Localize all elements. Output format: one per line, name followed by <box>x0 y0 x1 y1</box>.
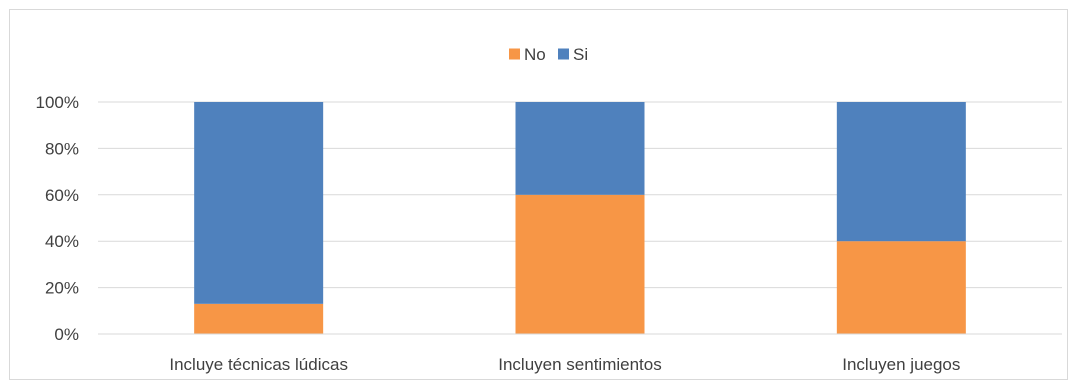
bar-no-2 <box>836 241 966 334</box>
y-tick-label: 100% <box>36 93 79 112</box>
legend-swatch-no <box>509 48 520 60</box>
x-tick-label: Incluyen juegos <box>842 355 960 374</box>
bar-no-0 <box>194 303 324 334</box>
legend-label-si: Si <box>573 45 588 64</box>
x-tick-label: Incluye técnicas lúdicas <box>169 355 348 374</box>
bar-no-1 <box>515 194 645 334</box>
y-tick-label: 20% <box>45 279 79 298</box>
bar-si-0 <box>194 102 324 304</box>
legend-label-no: No <box>524 45 546 64</box>
axes: 0% 20% 40% 60% 80% 100% Incluye técnicas lúdic… <box>36 93 1062 374</box>
x-tick-label: Incluyen sentimientos <box>498 355 661 374</box>
y-tick-label: 80% <box>45 139 79 158</box>
legend: No Si <box>509 45 588 64</box>
bar-si-1 <box>515 102 645 195</box>
y-tick-label: 40% <box>45 232 79 251</box>
y-tick-label: 60% <box>45 186 79 205</box>
bar-si-2 <box>836 102 966 242</box>
bars <box>194 102 966 334</box>
y-tick-label: 0% <box>54 325 79 344</box>
legend-swatch-si <box>558 48 569 60</box>
